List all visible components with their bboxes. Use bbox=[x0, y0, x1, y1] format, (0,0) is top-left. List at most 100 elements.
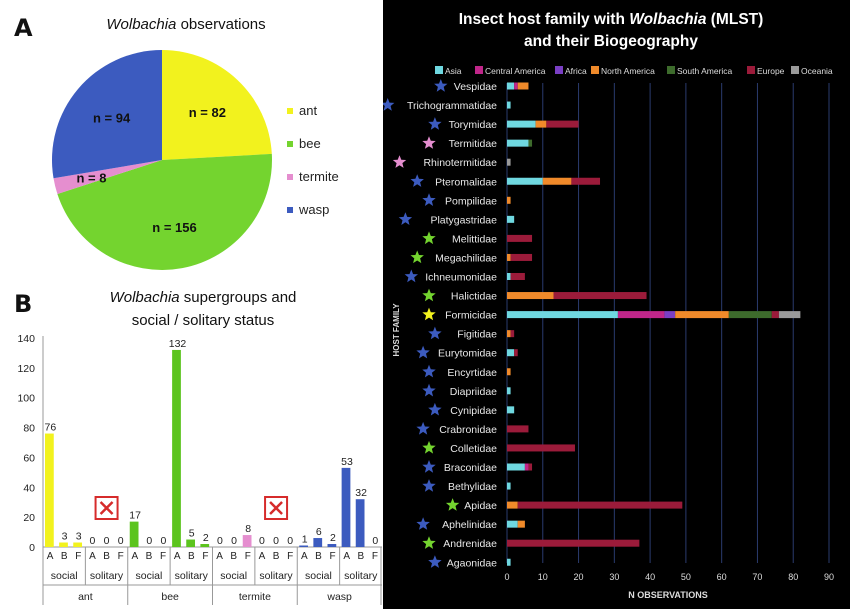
stacked-bar-segment bbox=[507, 82, 515, 90]
host-family-label: Halictidae bbox=[451, 291, 497, 303]
host-family-label: Diapriidae bbox=[450, 386, 497, 398]
bar-value-label: 0 bbox=[217, 535, 223, 547]
status-label: social bbox=[136, 570, 163, 582]
legend-label: Oceania bbox=[801, 66, 833, 76]
stacked-bar-segment bbox=[528, 463, 533, 471]
stacked-bar-segment bbox=[517, 501, 683, 509]
x-tick-label: 0 bbox=[504, 572, 509, 582]
bar-title-line1: Wolbachia supergroups and bbox=[110, 289, 297, 306]
stacked-bar-segment bbox=[507, 539, 640, 547]
bar bbox=[242, 535, 252, 547]
x-tick-label: 70 bbox=[752, 572, 762, 582]
host-group-star-icon bbox=[410, 174, 424, 187]
y-tick-label: 40 bbox=[23, 482, 35, 494]
host-family-label: Melittidae bbox=[452, 233, 497, 245]
supergroup-tick-label: B bbox=[230, 551, 237, 562]
stacked-bar-segment bbox=[771, 311, 779, 319]
y-tick-label: 120 bbox=[17, 363, 35, 375]
y-tick-label: 20 bbox=[23, 512, 35, 524]
stacked-bar-segment bbox=[546, 120, 579, 128]
bar-value-label: 2 bbox=[203, 532, 209, 544]
bar bbox=[313, 538, 323, 547]
bar-value-label: 17 bbox=[129, 510, 141, 522]
stacked-bar-segment bbox=[507, 425, 529, 433]
bar bbox=[341, 467, 351, 547]
host-family-label: Pompilidae bbox=[445, 195, 497, 207]
host-family-label: Encyrtidae bbox=[447, 367, 497, 379]
host-family-label: Agaonidae bbox=[447, 557, 497, 569]
pie-title-italic: Wolbachia bbox=[106, 16, 176, 33]
x-tick-label: 80 bbox=[788, 572, 798, 582]
bar-value-label: 6 bbox=[316, 526, 322, 538]
group-label: wasp bbox=[326, 591, 352, 603]
host-title-b: (MLST) bbox=[706, 11, 763, 28]
status-label: solitary bbox=[90, 570, 124, 582]
stacked-bar-segment bbox=[507, 177, 543, 185]
supergroup-tick-label: A bbox=[47, 551, 54, 562]
stacked-bar-segment bbox=[528, 139, 533, 147]
bar-title-italic: Wolbachia bbox=[110, 289, 180, 306]
host-group-star-icon bbox=[422, 136, 436, 149]
stacked-bar-segment bbox=[553, 292, 647, 300]
supergroup-tick-label: B bbox=[103, 551, 110, 562]
legend-label: Europe bbox=[757, 66, 785, 76]
y-tick-label: 0 bbox=[29, 542, 35, 554]
bar-value-label: 1 bbox=[302, 534, 308, 546]
host-group-star-icon bbox=[422, 364, 436, 378]
host-rows: Vespidae Trichogrammatidae Torymidae Termit… bbox=[381, 79, 801, 569]
status-label: social bbox=[305, 570, 332, 582]
bar bbox=[200, 544, 210, 547]
host-family-label: Rhinotermitidae bbox=[423, 157, 497, 169]
supergroup-tick-label: F bbox=[372, 551, 378, 562]
stacked-bar-segment bbox=[507, 368, 511, 376]
supergroup-tick-label: B bbox=[273, 551, 280, 562]
group-label: ant bbox=[78, 591, 93, 603]
legend-swatch-termite bbox=[287, 174, 293, 180]
host-family-chart: Insect host family with Wolbachia (MLST)… bbox=[381, 11, 834, 600]
stacked-bar-segment bbox=[514, 349, 518, 357]
bar bbox=[73, 542, 83, 547]
status-label: social bbox=[220, 570, 247, 582]
host-title-line2: and their Biogeography bbox=[524, 33, 698, 50]
bar bbox=[186, 539, 196, 547]
supergroup-tick-label: B bbox=[61, 551, 68, 562]
host-family-label: Formicidae bbox=[445, 310, 497, 322]
legend-label: South America bbox=[677, 66, 733, 76]
supergroup-tick-label: A bbox=[131, 551, 138, 562]
x-tick-label: 40 bbox=[645, 572, 655, 582]
pie-slice-bee bbox=[57, 153, 272, 270]
bar-value-label: 0 bbox=[160, 535, 166, 547]
absent-marker-cross bbox=[99, 501, 114, 515]
stacked-bar-segment bbox=[507, 349, 515, 357]
host-group-star-icon bbox=[422, 383, 436, 397]
bar-title-line2: social / solitary status bbox=[132, 312, 275, 329]
panel-a-letter: A bbox=[14, 14, 33, 42]
supergroup-tick-label: A bbox=[216, 551, 223, 562]
host-family-panel: Insect host family with Wolbachia (MLST)… bbox=[381, 0, 850, 609]
stacked-bar-segment bbox=[524, 463, 529, 471]
bar bbox=[299, 545, 309, 547]
stacked-bar-segment bbox=[507, 120, 536, 128]
stacked-bar-segment bbox=[507, 311, 618, 319]
bar-value-label: 0 bbox=[231, 535, 237, 547]
pie-label-ant: n = 82 bbox=[189, 105, 226, 120]
stacked-bar-segment bbox=[507, 330, 511, 338]
stacked-bar-segment bbox=[507, 387, 511, 395]
host-group-star-icon bbox=[428, 326, 442, 340]
host-group-star-icon bbox=[422, 231, 436, 245]
host-family-label: Figitidae bbox=[457, 329, 497, 341]
pie-title: Wolbachia observations bbox=[106, 16, 265, 33]
legend-swatch-wasp bbox=[287, 207, 293, 213]
legend-label-bee: bee bbox=[299, 136, 321, 151]
y-tick-label: 80 bbox=[23, 423, 35, 435]
bar-value-label: 0 bbox=[90, 535, 96, 547]
host-family-label: Bethylidae bbox=[448, 481, 497, 493]
host-group-star-icon bbox=[416, 517, 430, 530]
stacked-bar-segment bbox=[507, 273, 511, 280]
bar-title-rest: supergroups and bbox=[180, 289, 297, 306]
bar-value-label: 132 bbox=[169, 338, 187, 350]
pie-slice-termite bbox=[53, 160, 163, 194]
supergroup-tick-label: F bbox=[245, 551, 251, 562]
bar-value-label: 76 bbox=[45, 422, 57, 434]
